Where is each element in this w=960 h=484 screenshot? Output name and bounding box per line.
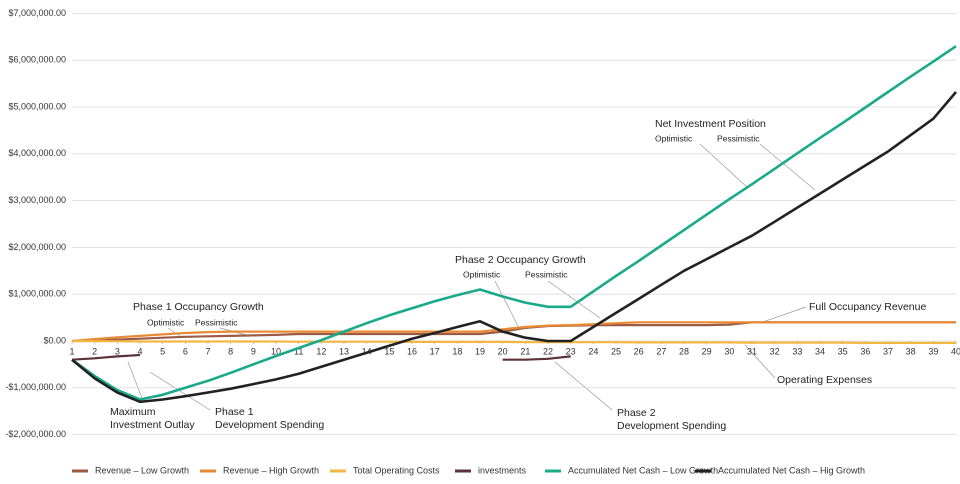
annotation: Optimistic xyxy=(655,133,693,143)
leader-line xyxy=(554,361,613,411)
annotation: Optimistic xyxy=(147,317,185,327)
x-tick-label: 34 xyxy=(815,346,825,356)
x-tick-label: 24 xyxy=(588,346,598,356)
series-line xyxy=(71,353,571,361)
x-tick-label: 38 xyxy=(906,346,916,356)
x-tick-label: 31 xyxy=(747,346,757,356)
x-tick-label: 25 xyxy=(611,346,621,356)
annotation: Operating Expenses xyxy=(777,374,872,386)
x-tick-label: 15 xyxy=(384,346,394,356)
x-tick-label: 29 xyxy=(702,346,712,356)
series-line xyxy=(71,45,957,401)
annotation: Pessimistic xyxy=(195,317,238,327)
x-tick-label: 2 xyxy=(92,346,97,356)
leader-line xyxy=(127,361,143,399)
x-tick-label: 33 xyxy=(792,346,802,356)
leader-line xyxy=(167,327,181,337)
x-tick-label: 18 xyxy=(452,346,462,356)
x-tick-label: 40 xyxy=(951,346,960,356)
legend-label: investments xyxy=(478,465,527,475)
legend-label: Revenue – High Growth xyxy=(223,465,319,475)
x-tick-label: 3 xyxy=(115,346,120,356)
x-tick-label: 20 xyxy=(498,346,508,356)
leader-line xyxy=(149,371,211,411)
annotation: Pessimistic xyxy=(717,133,760,143)
y-tick-label: -$1,000,000.00 xyxy=(5,382,66,392)
leader-line xyxy=(494,280,521,331)
legend-label: Total Operating Costs xyxy=(353,465,440,475)
x-tick-label: 13 xyxy=(339,346,349,356)
x-tick-label: 21 xyxy=(520,346,530,356)
x-tick-label: 23 xyxy=(566,346,576,356)
x-tick-label: 16 xyxy=(407,346,417,356)
annotation: Phase 1 Occupancy Growth xyxy=(133,301,264,313)
x-tick-label: 32 xyxy=(770,346,780,356)
x-tick-label: 11 xyxy=(294,346,303,356)
leader-line xyxy=(744,344,776,379)
annotation: Phase 2 xyxy=(617,407,656,419)
legend-label: Revenue – Low Growth xyxy=(95,465,189,475)
series-line xyxy=(71,321,956,343)
annotation: Pessimistic xyxy=(525,269,568,279)
x-tick-label: 37 xyxy=(883,346,893,356)
x-tick-label: 27 xyxy=(656,346,666,356)
x-tick-label: 26 xyxy=(634,346,644,356)
x-tick-label: 39 xyxy=(928,346,938,356)
annotation: Full Occupancy Revenue xyxy=(809,301,926,313)
y-tick-label: $7,000,000.00 xyxy=(8,8,66,18)
x-tick-label: 22 xyxy=(543,346,553,356)
x-tick-label: 8 xyxy=(228,346,233,356)
annotation: Maximum xyxy=(110,406,156,418)
x-tick-label: 9 xyxy=(251,346,256,356)
annotation: Development Spending xyxy=(617,420,726,432)
legend-label: Accumulated Net Cash – Low Growth xyxy=(568,465,718,475)
x-tick-label: 12 xyxy=(316,346,326,356)
y-tick-label: $6,000,000.00 xyxy=(8,55,66,65)
y-tick-label: $4,000,000.00 xyxy=(8,148,66,158)
x-tick-label: 7 xyxy=(205,346,210,356)
x-tick-label: 35 xyxy=(838,346,848,356)
annotation: Phase 2 Occupancy Growth xyxy=(455,254,586,266)
x-tick-label: 19 xyxy=(475,346,485,356)
y-tick-label: $5,000,000.00 xyxy=(8,101,66,111)
x-tick-label: 6 xyxy=(183,346,188,356)
y-tick-label: $3,000,000.00 xyxy=(8,195,66,205)
x-tick-label: 30 xyxy=(724,346,734,356)
x-tick-label: 4 xyxy=(137,346,142,356)
x-tick-label: 10 xyxy=(271,346,281,356)
leader-lines xyxy=(127,143,816,411)
y-tick-label: $1,000,000.00 xyxy=(8,289,66,299)
annotation: Net Investment Position xyxy=(655,118,766,130)
y-tick-label: -$2,000,000.00 xyxy=(5,429,66,439)
x-tick-label: 36 xyxy=(860,346,870,356)
y-tick-label: $2,000,000.00 xyxy=(8,242,66,252)
series-line xyxy=(71,91,957,404)
series-line xyxy=(71,339,956,344)
legend-label: Accumulated Net Cash – Hig Growth xyxy=(718,465,865,475)
x-tick-label: 1 xyxy=(69,346,74,356)
annotation: Optimistic xyxy=(463,269,501,279)
x-tick-label: 17 xyxy=(430,346,440,356)
annotation: Phase 1 xyxy=(215,406,254,418)
x-tick-label: 5 xyxy=(160,346,165,356)
leader-line xyxy=(759,306,807,324)
annotation: Investment Outlay xyxy=(110,419,195,431)
annotation: Development Spending xyxy=(215,419,324,431)
leader-line xyxy=(699,143,749,189)
leader-line xyxy=(547,280,601,319)
leader-line xyxy=(759,143,816,191)
x-tick-label: 28 xyxy=(679,346,689,356)
y-tick-label: $0.00 xyxy=(43,335,66,345)
